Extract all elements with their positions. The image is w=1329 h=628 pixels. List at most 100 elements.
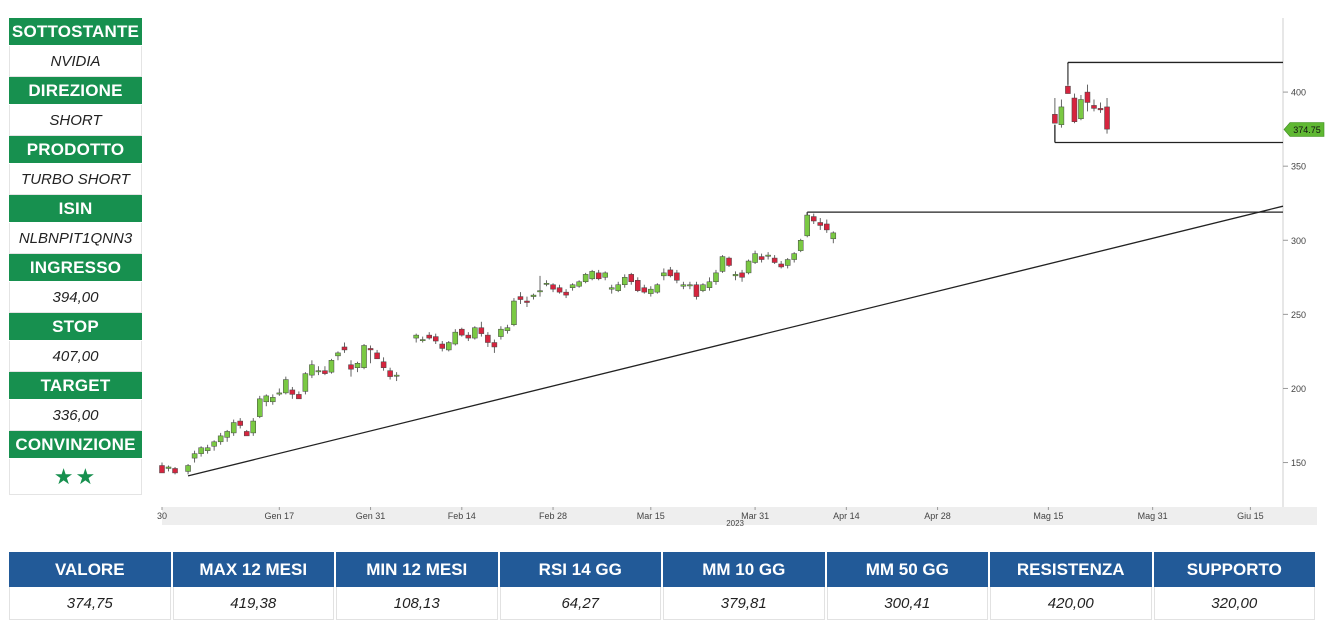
y-tick-label-1: 200: [1291, 384, 1306, 394]
candle-body-101: [1052, 114, 1058, 124]
candle-body-35: [393, 374, 400, 377]
candle-body-80: [700, 284, 706, 291]
sidebar-value-2: TURBO SHORT: [9, 164, 142, 195]
candle-body-63: [589, 271, 595, 280]
sidebar-label-4: INGRESSO: [9, 254, 142, 281]
sidebar-value-4: 394,00: [9, 282, 142, 313]
candle-body-57: [550, 284, 556, 290]
x-tick-label-8: Apr 28: [924, 511, 951, 521]
candle-body-50: [504, 327, 511, 331]
candle-body-92: [778, 263, 784, 268]
candle-body-31: [367, 348, 374, 351]
x-tick-label-11: Giu 15: [1237, 511, 1264, 521]
candle-body-43: [459, 328, 465, 336]
candle-body-40: [439, 343, 445, 349]
candle-body-30: [361, 345, 367, 368]
stats-header-6: RESISTENZA: [990, 552, 1152, 587]
stats-table: VALORE MAX 12 MESI MIN 12 MESI RSI 14 GG MM …: [9, 552, 1315, 620]
stats-header-4: MM 10 GG: [663, 552, 825, 587]
candle-body-69: [628, 274, 635, 283]
candle-body-56: [543, 282, 550, 285]
candle-body-9: [224, 431, 230, 438]
candle-body-38: [426, 334, 432, 339]
stats-value-1: 419,38: [172, 587, 334, 620]
y-tick-label-2: 250: [1291, 310, 1306, 320]
candlestick-chart: 150 200 250 300 350 400 30 Gen 17 Gen 31 Feb 14 Fe…: [157, 18, 1325, 528]
candle-body-25: [328, 360, 335, 373]
candle-body-77: [680, 284, 687, 287]
candle-body-7: [211, 441, 217, 447]
price-tag-label: 374.75: [1293, 125, 1321, 135]
candle-body-94: [791, 253, 797, 260]
candle-body-21: [302, 373, 309, 392]
stats-header-7: SUPPORTO: [1153, 552, 1315, 587]
candle-body-88: [752, 253, 758, 263]
candle-body-48: [491, 342, 498, 348]
candle-body-86: [739, 272, 745, 278]
candle-body-103: [1065, 85, 1071, 94]
candle-body-15: [263, 395, 270, 403]
stats-value-3: 64,27: [499, 587, 661, 620]
candle-body-108: [1097, 108, 1104, 111]
x-tick-label-5: Mar 15: [637, 511, 665, 521]
candle-body-83: [719, 256, 726, 272]
stats-value-5: 300,41: [826, 587, 988, 620]
candle-body-109: [1104, 106, 1110, 130]
x-tick-label-4: Feb 28: [539, 511, 567, 521]
candle-body-34: [387, 370, 393, 377]
candle-body-6: [204, 447, 211, 451]
y-tick-label-0: 150: [1291, 458, 1306, 468]
candle-body-82: [713, 272, 719, 283]
candle-body-12: [243, 431, 250, 437]
candle-body-3: [185, 465, 191, 472]
x-axis-band: [162, 507, 1317, 525]
x-tick-label-2: Gen 31: [356, 511, 386, 521]
candle-body-78: [687, 284, 693, 287]
candle-body-36: [413, 334, 419, 339]
candle-body-39: [432, 336, 439, 342]
candle-body-96: [804, 214, 810, 237]
candle-body-106: [1084, 91, 1091, 103]
price-tag: [1283, 122, 1325, 137]
sidebar-label-6: TARGET: [9, 372, 142, 399]
candle-body-46: [478, 327, 485, 334]
sidebar-label-0: SOTTOSTANTE: [9, 18, 142, 45]
candle-body-95: [797, 240, 804, 251]
candle-body-104: [1071, 97, 1078, 122]
sidebar-value-5: 407,00: [9, 341, 142, 372]
stats-header-5: MM 50 GG: [826, 552, 988, 587]
candle-body-0: [159, 465, 165, 474]
candle-body-60: [569, 284, 576, 288]
candle-body-5: [198, 447, 204, 454]
candle-body-90: [765, 254, 771, 257]
candle-body-23: [315, 370, 322, 373]
candle-body-20: [296, 394, 302, 400]
candle-body-58: [556, 287, 563, 293]
candle-body-72: [648, 288, 654, 294]
candle-body-8: [217, 435, 224, 443]
candle-body-2: [172, 468, 178, 474]
x-tick-label-1: Gen 17: [265, 511, 295, 521]
candle-body-28: [348, 364, 354, 370]
candle-body-27: [341, 346, 348, 351]
sidebar-label-3: ISIN: [9, 195, 142, 222]
candle-body-91: [771, 257, 778, 263]
candle-body-73: [654, 284, 661, 293]
candle-body-64: [595, 272, 602, 280]
sidebar-label-5: STOP: [9, 313, 142, 340]
candle-body-37: [419, 339, 426, 342]
candle-body-13: [250, 420, 256, 434]
candle-body-85: [732, 274, 739, 277]
candle-body-22: [309, 364, 315, 376]
plot-area: 150 200 250 300 350 400 30 Gen 17 Gen 31 Feb 14 Fe…: [157, 18, 1325, 528]
candle-body-17: [276, 392, 283, 395]
candle-body-44: [465, 334, 472, 339]
candle-body-89: [758, 256, 765, 260]
candle-body-59: [563, 291, 569, 296]
candle-body-98: [817, 222, 824, 226]
candle-body-54: [530, 294, 537, 297]
candle-body-65: [602, 272, 608, 278]
sidebar-value-0: NVIDIA: [9, 46, 142, 77]
candle-body-61: [576, 281, 582, 287]
candle-body-74: [661, 272, 667, 277]
